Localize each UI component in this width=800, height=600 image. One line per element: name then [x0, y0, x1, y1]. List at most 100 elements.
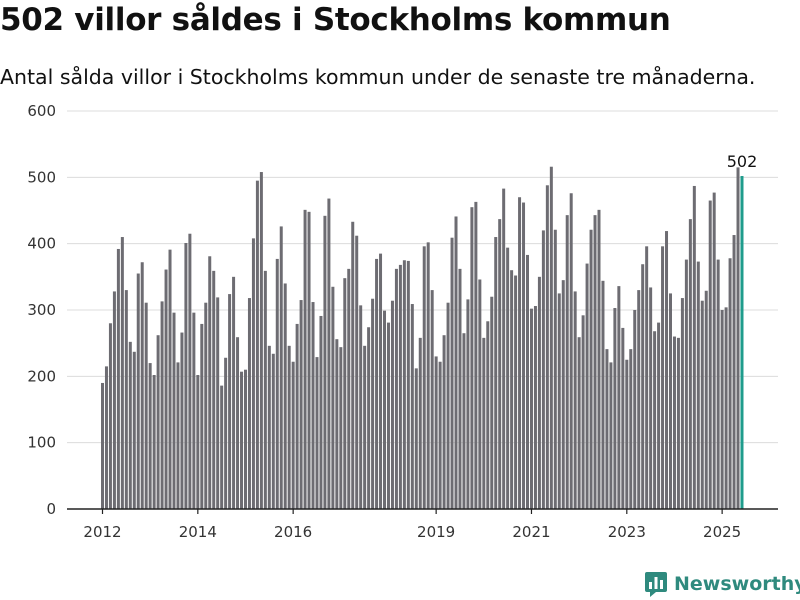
- bar: [621, 327, 625, 509]
- bar: [700, 300, 704, 509]
- bar: [418, 337, 422, 509]
- x-tick-label: 2012: [83, 523, 121, 541]
- bar: [232, 276, 236, 509]
- x-tick-label: 2021: [512, 523, 550, 541]
- bar-chart: 0 100 200 300 400 500 600 502 2012 2014 2016 2019…: [27, 102, 778, 541]
- y-tick-label: 0: [46, 500, 56, 518]
- bar: [144, 302, 148, 509]
- bar: [732, 235, 736, 510]
- bar: [247, 298, 251, 509]
- bar: [526, 254, 529, 509]
- bar: [434, 356, 438, 509]
- bar: [339, 347, 343, 509]
- bar: [267, 345, 271, 509]
- bar: [680, 298, 684, 509]
- bar: [386, 322, 390, 509]
- bar: [641, 264, 645, 509]
- bar: [228, 294, 232, 509]
- bar: [688, 219, 692, 509]
- bar: [363, 345, 367, 509]
- bar: [601, 280, 605, 509]
- bar: [514, 275, 518, 509]
- bar: [593, 215, 597, 509]
- bar: [486, 321, 490, 509]
- bar: [617, 286, 621, 509]
- bar: [367, 327, 371, 509]
- bar: [128, 341, 132, 509]
- bar: [522, 202, 526, 509]
- bar: [426, 242, 430, 509]
- bar: [263, 270, 267, 509]
- data-labels: 502: [727, 152, 758, 171]
- bar-highlight: [740, 176, 744, 509]
- y-tick-label: 300: [27, 301, 56, 319]
- bar: [724, 307, 728, 509]
- newsworthy-logo[interactable]: Newsworthy: [644, 569, 800, 599]
- bar: [375, 258, 379, 509]
- bar: [613, 308, 617, 509]
- bar: [518, 197, 522, 509]
- x-axis: 2012 2014 2016 2019 2021 2023 2025: [67, 508, 778, 541]
- bar: [490, 296, 494, 509]
- bar: [402, 260, 406, 509]
- y-tick-label: 500: [27, 168, 56, 186]
- bar: [470, 207, 474, 509]
- bar: [120, 237, 124, 509]
- bar: [696, 261, 700, 509]
- bar: [299, 300, 303, 509]
- bar: [351, 221, 355, 509]
- bar: [208, 256, 212, 509]
- bar: [510, 270, 514, 509]
- bar: [657, 322, 661, 509]
- bar: [502, 188, 506, 510]
- bar: [315, 357, 319, 509]
- bar: [224, 357, 228, 509]
- bar: [112, 291, 116, 509]
- bar: [712, 192, 716, 509]
- newsworthy-logo-text: Newsworthy: [674, 573, 800, 595]
- x-tick-label: 2025: [703, 523, 741, 541]
- bar: [124, 290, 128, 509]
- bar: [454, 216, 458, 509]
- bar: [494, 237, 498, 509]
- bar: [156, 335, 160, 509]
- bar: [474, 201, 478, 509]
- x-tick-label: 2019: [417, 523, 455, 541]
- bar: [553, 229, 557, 510]
- bar: [303, 209, 307, 509]
- bar: [672, 336, 676, 509]
- bar: [506, 247, 510, 509]
- bar: [259, 172, 263, 509]
- bar: [383, 310, 387, 509]
- bar: [422, 246, 426, 509]
- bar: [466, 299, 470, 509]
- bar: [184, 243, 188, 509]
- bar: [637, 290, 641, 509]
- bar: [279, 226, 283, 510]
- bar: [661, 246, 665, 509]
- bar: [160, 301, 164, 509]
- bar: [180, 332, 184, 509]
- bar: [597, 209, 601, 509]
- bar: [649, 287, 653, 509]
- bar: [295, 323, 299, 509]
- bar: [665, 231, 669, 509]
- bar: [684, 259, 688, 509]
- bar: [676, 337, 680, 509]
- bar: [669, 293, 672, 509]
- bar: [569, 193, 573, 509]
- bar: [212, 270, 216, 509]
- x-tick-label: 2023: [608, 523, 646, 541]
- bar: [271, 353, 275, 509]
- bar: [585, 263, 589, 509]
- bar: [545, 185, 549, 509]
- bar: [287, 345, 291, 509]
- bar: [164, 269, 168, 509]
- bar: [148, 363, 152, 509]
- bar: [653, 331, 657, 509]
- bar: [720, 310, 724, 509]
- bar: [371, 298, 375, 509]
- bar: [291, 361, 295, 509]
- data-label: 502: [727, 152, 758, 171]
- bar: [708, 200, 712, 510]
